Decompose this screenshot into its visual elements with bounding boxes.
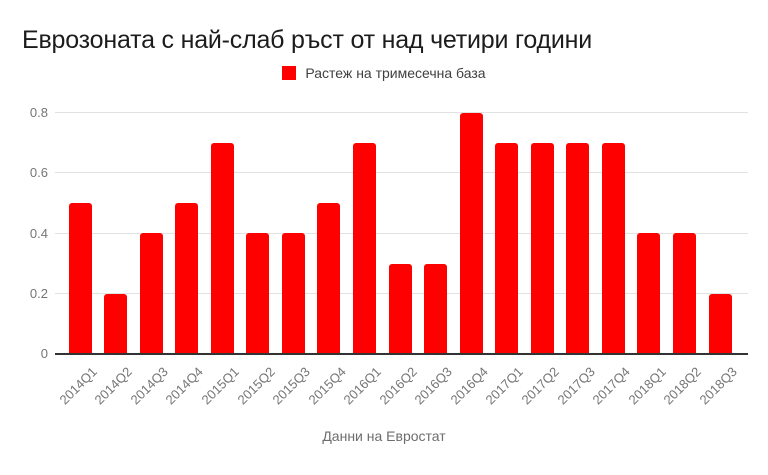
bar-2017Q2 [531,143,554,354]
gridline-0.6 [55,172,748,174]
chart-footer: Данни на Евростат [322,428,446,444]
x-tick-label-2017Q3: 2017Q3 [554,364,598,408]
bar-2017Q1 [495,143,518,354]
y-tick-label-0.6: 0.6 [29,165,48,181]
bar-2018Q2 [673,233,696,354]
x-tick-label-2014Q4: 2014Q4 [162,364,207,408]
x-tick-label-2018Q2: 2018Q2 [660,364,705,408]
bar-2017Q4 [602,143,625,354]
y-tick-label-0.2: 0.2 [29,285,48,301]
x-tick-label-2016Q4: 2016Q4 [447,364,491,408]
y-tick-label-0.4: 0.4 [29,225,48,241]
legend: Растеж на тримесечна база [0,65,768,81]
legend-label: Растеж на тримесечна база [305,65,486,81]
x-tick-label-2018Q1: 2018Q1 [625,364,669,408]
bar-2014Q1 [69,203,92,354]
x-tick-label-2015Q4: 2015Q4 [305,364,349,408]
bar-2016Q4 [460,113,483,354]
gridline-0.8 [55,112,748,113]
y-tick-label-0: 0 [40,346,48,361]
x-tick-label-2016Q2: 2016Q2 [376,364,420,408]
x-tick-label-2017Q2: 2017Q2 [518,364,562,408]
legend-swatch-icon [282,66,297,80]
bar-2018Q3 [709,294,732,354]
x-tick-label-2014Q1: 2014Q1 [56,364,100,408]
bar-2015Q3 [282,233,305,354]
x-tick-label-2016Q3: 2016Q3 [411,364,456,408]
bar-2018Q1 [637,233,660,354]
bar-2016Q1 [353,143,376,354]
x-axis-line [55,353,748,355]
bar-2016Q2 [389,264,412,354]
bar-2014Q3 [140,233,163,354]
bar-2015Q4 [317,203,340,354]
bar-2014Q4 [175,203,198,354]
x-tick-label-2015Q1: 2015Q1 [198,364,242,408]
gridline-0.4 [55,232,748,234]
x-tick-label-2014Q2: 2014Q2 [91,364,136,408]
bar-2015Q2 [246,233,269,354]
bar-2015Q1 [211,143,234,354]
bar-2017Q3 [566,143,589,354]
x-tick-label-2014Q3: 2014Q3 [127,364,171,408]
x-tick-label-2015Q2: 2015Q2 [234,364,278,408]
y-tick-label-0.8: 0.8 [29,105,48,120]
x-tick-label-2018Q3: 2018Q3 [696,364,740,408]
x-tick-label-2017Q4: 2017Q4 [589,364,633,408]
x-tick-label-2015Q3: 2015Q3 [269,364,313,408]
x-tick-label-2016Q1: 2016Q1 [340,364,385,408]
bar-2016Q3 [424,264,447,354]
x-tick-label-2017Q1: 2017Q1 [482,364,527,408]
chart-title: Еврозоната с най-слаб ръст от над четири… [22,26,593,54]
bar-2014Q2 [104,294,127,354]
